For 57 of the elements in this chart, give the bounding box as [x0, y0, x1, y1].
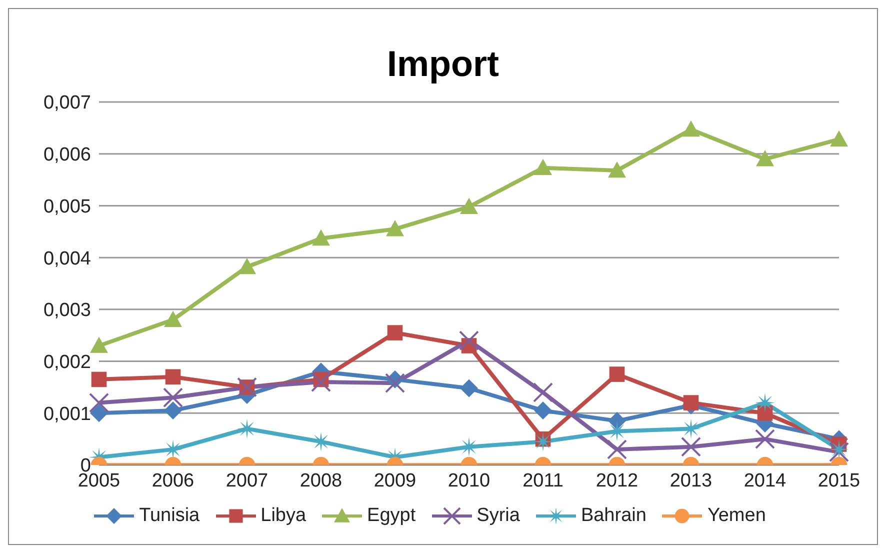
point: [385, 373, 405, 394]
point: [165, 369, 181, 384]
x-tick-label: 2009: [374, 470, 416, 492]
point: [757, 405, 773, 421]
point: [608, 412, 626, 430]
x-tick-label: 2013: [670, 470, 712, 492]
point: [90, 404, 108, 422]
x-tick-label: 2011: [522, 470, 564, 492]
point: [89, 392, 109, 413]
point: [91, 372, 107, 388]
y-tick-label: 0,001: [43, 404, 91, 425]
x-tick-label: 2010: [448, 470, 490, 492]
legend-label: Yemen: [707, 505, 766, 527]
chart-title: Import: [386, 43, 500, 86]
x-tick-label: 2007: [226, 470, 268, 492]
point: [609, 366, 625, 382]
point: [756, 150, 774, 166]
y-tick-label: 0,003: [43, 300, 91, 322]
y-tick-label: 0,002: [43, 352, 91, 374]
legend-label: Egypt: [367, 505, 416, 527]
y-tick-label: 0,006: [43, 144, 91, 166]
point: [163, 388, 183, 408]
point: [460, 198, 478, 214]
point: [830, 130, 848, 147]
y-tick-label: 0,004: [43, 248, 92, 270]
point: [533, 432, 553, 452]
point: [312, 229, 330, 246]
legend-label: Tunisia: [139, 505, 200, 527]
legend-label: Syria: [476, 505, 520, 527]
point: [387, 325, 403, 340]
point: [607, 439, 627, 460]
point: [755, 392, 775, 413]
x-tick-label: 2014: [744, 470, 787, 492]
x-tick-label: 2008: [300, 470, 342, 492]
point: [534, 402, 552, 420]
legend-label: Bahrain: [580, 505, 646, 527]
point: [682, 120, 700, 137]
x-tick-label: 2015: [818, 470, 860, 492]
y-tick-label: 0,007: [43, 92, 91, 114]
y-tick-label: 0,005: [43, 196, 91, 218]
point: [90, 336, 108, 353]
point: [683, 395, 699, 410]
point: [238, 258, 256, 274]
point: [459, 330, 479, 351]
legend-label: Libya: [260, 505, 306, 527]
point: [533, 382, 553, 402]
point: [164, 310, 182, 327]
point: [386, 220, 404, 236]
x-tick-label: 2012: [596, 470, 638, 492]
point: [681, 436, 701, 457]
point: [755, 429, 775, 450]
point: [460, 379, 478, 398]
point: [608, 161, 626, 178]
point: [164, 402, 182, 420]
x-tick-label: 2006: [152, 470, 194, 492]
point: [311, 372, 331, 392]
point: [534, 158, 552, 176]
